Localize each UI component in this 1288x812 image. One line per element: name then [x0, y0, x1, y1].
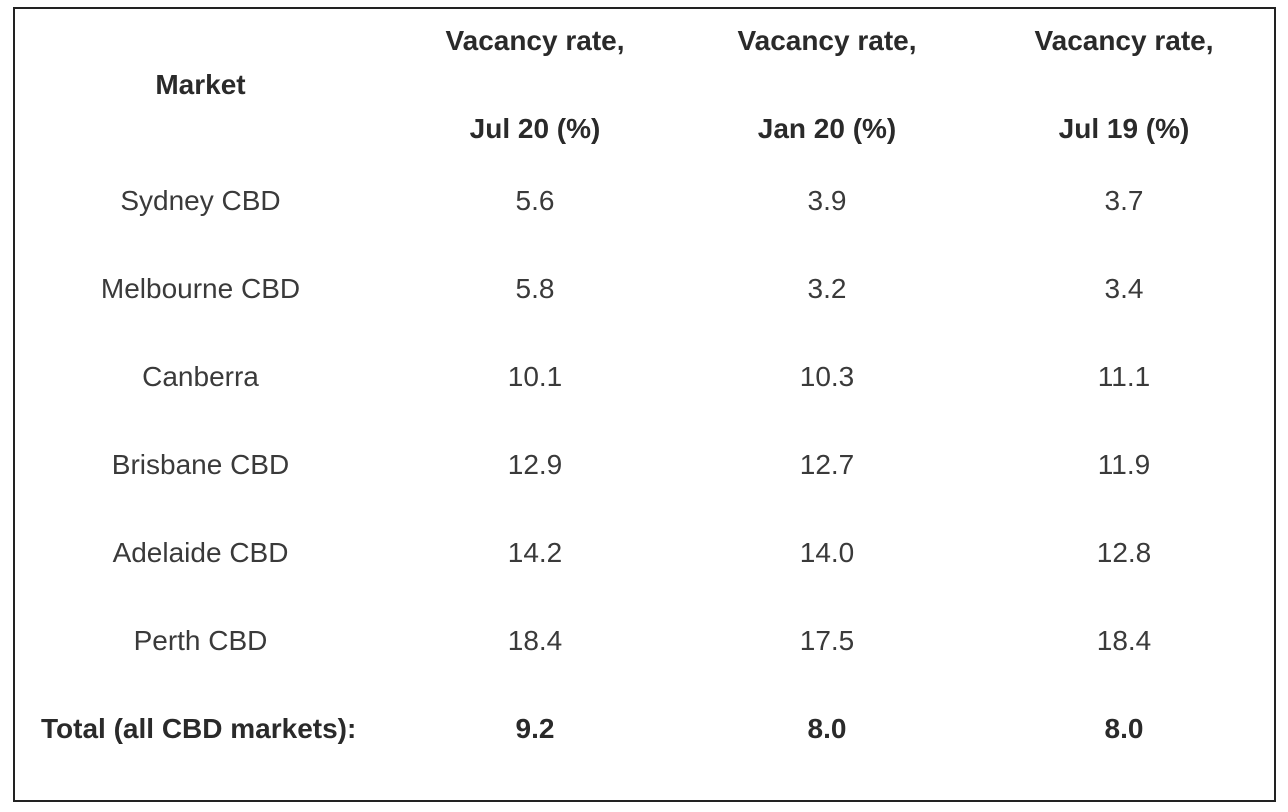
cell-jul20: 12.9: [507, 449, 563, 480]
header-row: Market Vacancy rate, Jul 20 (%) Vacancy …: [13, 7, 1276, 157]
cell-jul20: 14.2: [507, 537, 563, 568]
cell-jan20: 14.0: [799, 537, 855, 568]
cell-jul19: 18.4: [1096, 625, 1152, 656]
header-jan20: Vacancy rate, Jan 20 (%): [682, 7, 972, 157]
table-row: Melbourne CBD 5.8 3.2 3.4: [13, 245, 1276, 333]
table-row: Sydney CBD 5.6 3.9 3.7: [13, 157, 1276, 245]
cell-jan20: 12.7: [799, 449, 855, 480]
table-header: Market Vacancy rate, Jul 20 (%) Vacancy …: [13, 7, 1276, 157]
cell-jul20: 18.4: [507, 625, 563, 656]
header-jul19-line2: Jul 19 (%): [1058, 113, 1190, 144]
cell-jan20: 3.2: [807, 273, 847, 304]
header-jul19-line1: Vacancy rate,: [1034, 25, 1214, 56]
cell-market: Sydney CBD: [120, 185, 281, 216]
cell-market: Brisbane CBD: [111, 449, 290, 480]
cell-jul19: 12.8: [1096, 537, 1152, 568]
header-market-label: Market: [155, 69, 246, 100]
table-row: Canberra 10.1 10.3 11.1: [13, 333, 1276, 421]
cell-jul19: 3.7: [1104, 185, 1144, 216]
cell-jan20: 3.9: [807, 185, 847, 216]
cell-jan20: 10.3: [799, 361, 855, 392]
header-jul20: Vacancy rate, Jul 20 (%): [388, 7, 682, 157]
table-row: Adelaide CBD 14.2 14.0 12.8: [13, 509, 1276, 597]
header-market: Market: [13, 7, 388, 157]
header-jul20-line1: Vacancy rate,: [445, 25, 625, 56]
header-jan20-line2: Jan 20 (%): [757, 113, 897, 144]
cell-jul20: 10.1: [507, 361, 563, 392]
cell-market: Canberra: [142, 361, 259, 392]
total-label: Total (all CBD markets):: [41, 713, 357, 744]
cell-jan20: 17.5: [799, 625, 855, 656]
cell-market: Adelaide CBD: [112, 537, 289, 568]
total-jul19: 8.0: [1104, 713, 1144, 744]
cell-jul19: 3.4: [1104, 273, 1144, 304]
cell-jul19: 11.1: [1097, 361, 1151, 392]
cell-market: Melbourne CBD: [100, 273, 301, 304]
cell-jul20: 5.6: [515, 185, 555, 216]
header-jan20-line1: Vacancy rate,: [737, 25, 917, 56]
table-frame: [13, 7, 1276, 802]
total-row: Total (all CBD markets): 9.2 8.0 8.0: [13, 685, 1276, 773]
header-jul20-line2: Jul 20 (%): [469, 113, 601, 144]
total-jul20: 9.2: [515, 713, 555, 744]
table-body: Sydney CBD 5.6 3.9 3.7 Melbourne CBD 5.8…: [13, 157, 1276, 773]
header-jul19: Vacancy rate, Jul 19 (%): [972, 7, 1276, 157]
table-row: Perth CBD 18.4 17.5 18.4: [13, 597, 1276, 685]
cell-jul19: 11.9: [1097, 449, 1151, 480]
cell-market: Perth CBD: [133, 625, 268, 656]
cell-jul20: 5.8: [515, 273, 555, 304]
total-jan20: 8.0: [807, 713, 847, 744]
vacancy-rate-table: Market Vacancy rate, Jul 20 (%) Vacancy …: [13, 7, 1276, 773]
table-row: Brisbane CBD 12.9 12.7 11.9: [13, 421, 1276, 509]
